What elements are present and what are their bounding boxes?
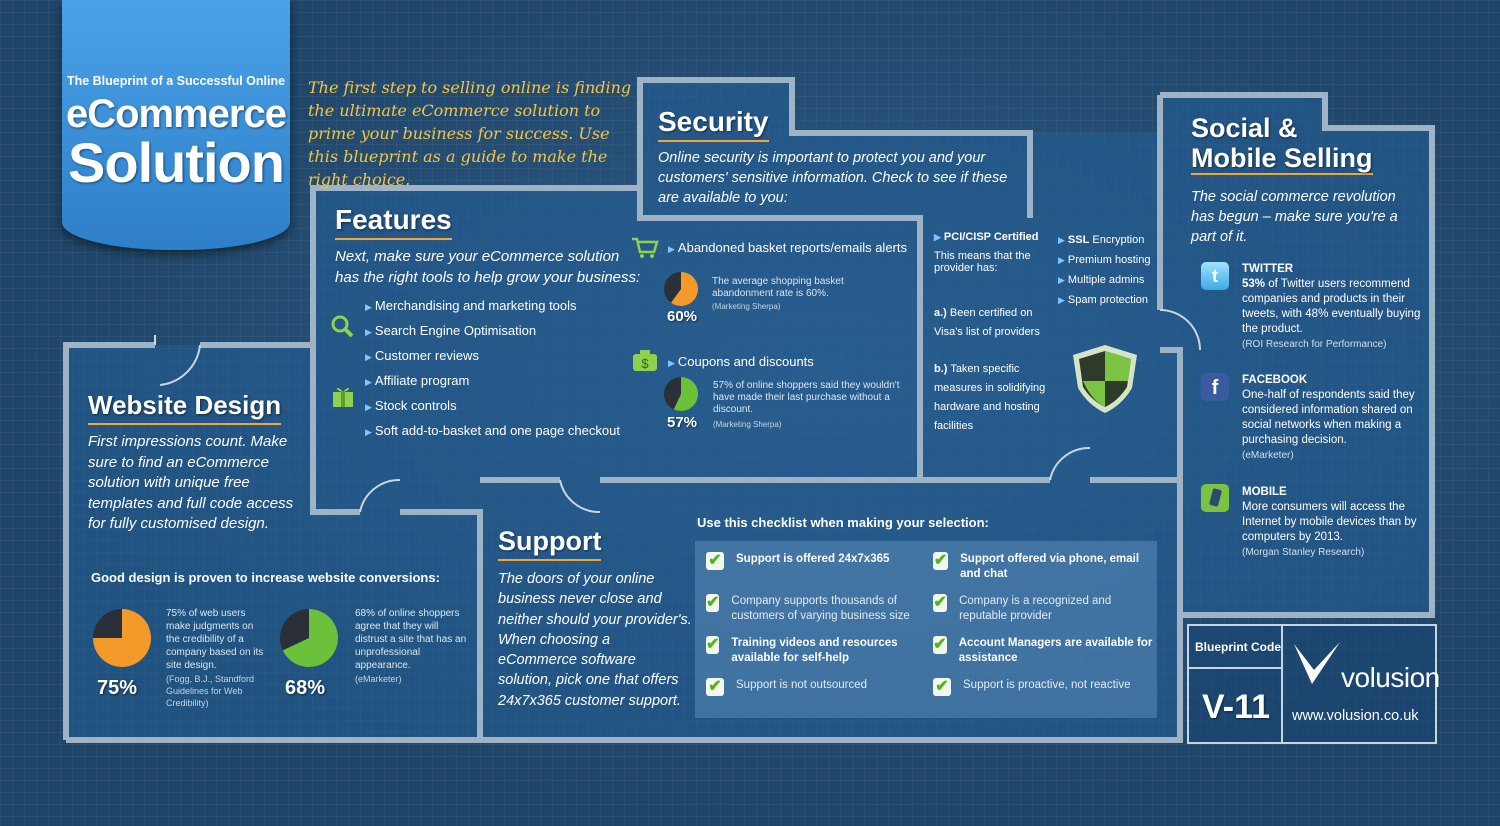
security-item: SSL Encryption: [1058, 230, 1150, 250]
security-desc: Online security is important to protect …: [658, 150, 1008, 206]
mobile-icon: [1201, 484, 1229, 512]
checkmark-icon: ✔: [706, 552, 724, 570]
checklist-text: Support is proactive, not reactive: [963, 679, 1131, 691]
basket-pie: [664, 272, 698, 306]
security-title: Security: [658, 106, 769, 142]
basket-source: (Marketing Sherpa): [712, 302, 781, 311]
checklist-item: ✔ Support is proactive, not reactive: [933, 678, 1153, 696]
checklist-text: Support is offered 24x7x365: [736, 553, 890, 565]
facebook-icon: f: [1201, 373, 1229, 401]
gift-icon: [331, 384, 355, 408]
checklist-text: Company is a recognized and reputable pr…: [959, 595, 1112, 622]
features-desc: Next, make sure your eCommerce solution …: [335, 248, 641, 286]
feature-item: Merchandising and marketing tools: [365, 294, 620, 319]
twitter-block: TWITTER 53% of Twitter users recommend c…: [1242, 263, 1421, 350]
website-stat2-text: 68% of online shoppers agree that they w…: [355, 608, 467, 671]
checkmark-icon: ✔: [933, 636, 947, 654]
checklist-text: Account Managers are available for assis…: [958, 637, 1153, 664]
svg-text:$: $: [641, 356, 649, 371]
coupons-text: 57% of online shoppers said they wouldn'…: [713, 380, 900, 415]
feature-item: Soft add-to-basket and one page checkout: [365, 419, 620, 444]
coupons-pie: [664, 377, 698, 411]
magnifier-icon: [330, 314, 354, 338]
website-proven: Good design is proven to increase websit…: [91, 570, 440, 585]
checklist-text: Support offered via phone, email and cha…: [960, 553, 1140, 580]
checkmark-icon: ✔: [933, 594, 948, 612]
website-stat1-text: 75% of web users make judgments on the c…: [166, 608, 264, 671]
brand-url[interactable]: www.volusion.co.uk: [1292, 708, 1419, 724]
blueprint-code-label: Blueprint Code: [1195, 640, 1281, 654]
twitter-icon: t: [1201, 262, 1229, 290]
checkmark-icon: ✔: [706, 594, 720, 612]
brand-name: volusion: [1341, 662, 1440, 693]
features-list: Merchandising and marketing tools Search…: [365, 294, 620, 444]
checklist-item: ✔ Company is a recognized and reputable p…: [933, 594, 1153, 624]
shield-icon: [1073, 345, 1137, 413]
checklist-item: ✔ Company supports thousands of customers…: [706, 594, 926, 624]
money-bag-icon: $: [631, 348, 659, 377]
website-stat2: 68%: [285, 677, 326, 699]
pci-b: b.) Taken specific measures in solidifyi…: [934, 363, 1046, 432]
checklist-panel: [695, 541, 1157, 718]
checklist-text: Company supports thousands of customers …: [731, 595, 910, 622]
basket-label: Abandoned basket reports/emails alerts: [668, 240, 907, 255]
features-title: Features: [335, 204, 452, 240]
checklist-item: ✔ Account Managers are available for assi…: [933, 636, 1153, 666]
feature-item: Affiliate program: [365, 369, 620, 394]
website-desc: First impressions count. Make sure to fi…: [88, 433, 294, 532]
banner-title-line2: Solution: [68, 131, 285, 194]
coupons-stat: 57%: [667, 414, 698, 431]
checklist-item: ✔ Support is not outsourced: [706, 678, 926, 696]
blueprint-code: V-11: [1202, 688, 1271, 726]
security-list: SSL Encryption Premium hosting Multiple …: [1058, 230, 1151, 310]
checkmark-icon: ✔: [706, 678, 724, 696]
feature-item: Customer reviews: [365, 344, 620, 369]
checklist-item: ✔ Support is offered 24x7x365: [706, 552, 926, 570]
basket-stat: 60%: [667, 308, 698, 325]
basket-text: The average shopping basket abandonment …: [712, 276, 844, 299]
security-item: Multiple admins: [1058, 270, 1150, 290]
feature-item: Search Engine Optimisation: [365, 319, 620, 344]
checkmark-icon: ✔: [706, 636, 720, 654]
pci-desc: This means that the provider has:: [934, 250, 1031, 274]
website-stat1-source: (Fogg, B.J., Standford Guidelines for We…: [166, 674, 255, 708]
website-stat2-source: (eMarketer): [355, 674, 402, 684]
website-stat1: 75%: [97, 677, 138, 699]
checklist-item: ✔ Support offered via phone, email and ch…: [933, 552, 1153, 582]
checklist-item: ✔ Training videos and resources available…: [706, 636, 926, 666]
banner-title-line1: eCommerce: [65, 92, 287, 136]
social-title: Social & Mobile Selling: [1191, 113, 1373, 175]
volusion-logo-icon: [1294, 642, 1340, 684]
security-item: Premium hosting: [1058, 250, 1151, 270]
cart-icon: [631, 236, 659, 265]
title-banner: The Blueprint of a Successful Online eCo…: [62, 0, 290, 250]
checklist-text: Support is not outsourced: [736, 679, 868, 691]
support-desc: The doors of your online business never …: [498, 571, 692, 709]
coupons-label: Coupons and discounts: [668, 354, 814, 369]
support-title: Support: [498, 526, 602, 561]
banner-subtitle: The Blueprint of a Successful Online: [66, 74, 286, 88]
website-pie-1: [93, 609, 151, 667]
pci-label: PCI/CISP Certified: [934, 231, 1039, 243]
website-title: Website Design: [88, 390, 282, 425]
social-desc: The social commerce revolution has begun…: [1191, 189, 1398, 245]
website-pie-2: [280, 609, 338, 667]
checklist-text: Training videos and resources available …: [731, 637, 898, 664]
checkmark-icon: ✔: [933, 678, 951, 696]
security-item: Spam protection: [1058, 290, 1150, 310]
checkmark-icon: ✔: [933, 552, 949, 570]
facebook-block: FACEBOOK One-half of respondents said th…: [1242, 374, 1415, 461]
pci-a: a.) Been certified on Visa's list of pro…: [934, 307, 1040, 338]
feature-item: Stock controls: [365, 394, 620, 419]
mobile-block: MOBILE More consumers will access the In…: [1242, 486, 1417, 558]
checklist-title: Use this checklist when making your sele…: [697, 515, 989, 530]
intro-text: The first step to selling online is find…: [308, 78, 632, 189]
coupons-source: (Marketing Sherpa): [713, 420, 782, 429]
